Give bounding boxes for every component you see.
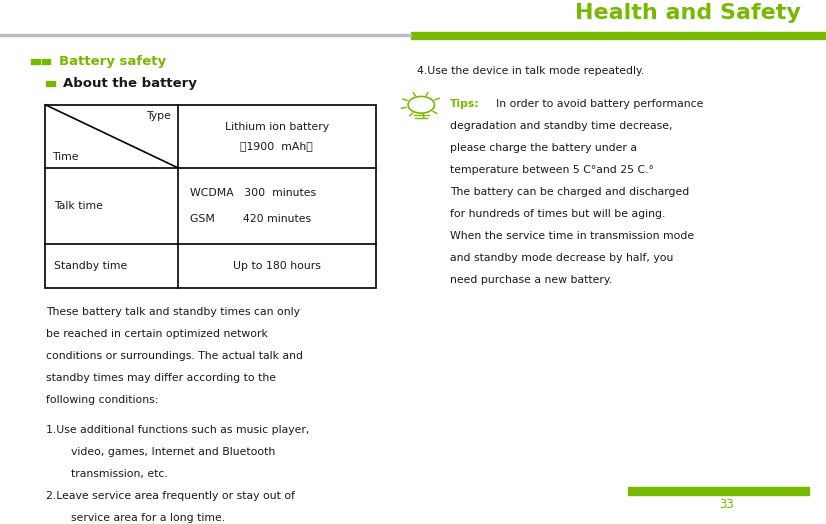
Text: Time: Time: [52, 152, 78, 162]
Text: video, games, Internet and Bluetooth: video, games, Internet and Bluetooth: [71, 447, 275, 457]
Text: transmission, etc.: transmission, etc.: [71, 470, 168, 479]
Text: Tips:: Tips:: [450, 99, 480, 108]
Text: need purchase a new battery.: need purchase a new battery.: [450, 275, 612, 285]
Text: Talk time: Talk time: [54, 201, 102, 211]
Text: following conditions:: following conditions:: [46, 395, 159, 405]
Text: standby times may differ according to the: standby times may differ according to th…: [46, 373, 276, 383]
Text: 2.Leave service area frequently or stay out of: 2.Leave service area frequently or stay …: [46, 492, 295, 501]
Text: In order to avoid battery performance: In order to avoid battery performance: [496, 99, 703, 108]
Text: Lithium ion battery: Lithium ion battery: [225, 122, 329, 132]
Text: WCDMA   300  minutes: WCDMA 300 minutes: [190, 188, 316, 198]
Text: （1900  mAh）: （1900 mAh）: [240, 140, 313, 151]
Text: and standby mode decrease by half, you: and standby mode decrease by half, you: [450, 253, 673, 263]
Text: These battery talk and standby times can only: These battery talk and standby times can…: [46, 307, 301, 316]
Text: 4.Use the device in talk mode repeatedly.: 4.Use the device in talk mode repeatedly…: [417, 66, 644, 75]
Text: When the service time in transmission mode: When the service time in transmission mo…: [450, 231, 695, 241]
Text: Battery safety: Battery safety: [59, 55, 167, 68]
Text: Standby time: Standby time: [54, 261, 127, 271]
Bar: [411, 32, 826, 39]
Text: temperature between 5 C°and 25 C.°: temperature between 5 C°and 25 C.°: [450, 165, 654, 174]
Text: 33: 33: [719, 498, 734, 510]
Text: conditions or surroundings. The actual talk and: conditions or surroundings. The actual t…: [46, 351, 303, 361]
Bar: [42, 59, 50, 64]
Text: Up to 180 hours: Up to 180 hours: [233, 261, 320, 271]
Bar: [45, 105, 376, 288]
Text: please charge the battery under a: please charge the battery under a: [450, 143, 637, 152]
Text: be reached in certain optimized network: be reached in certain optimized network: [46, 329, 268, 339]
Bar: [0, 34, 411, 36]
Bar: [628, 487, 809, 495]
Text: Health and Safety: Health and Safety: [576, 3, 801, 23]
Text: About the battery: About the battery: [63, 78, 197, 90]
Text: GSM        420 minutes: GSM 420 minutes: [190, 214, 311, 224]
Text: service area for a long time.: service area for a long time.: [71, 514, 225, 523]
Text: degradation and standby time decrease,: degradation and standby time decrease,: [450, 121, 672, 130]
Text: for hundreds of times but will be aging.: for hundreds of times but will be aging.: [450, 209, 666, 219]
Text: The battery can be charged and discharged: The battery can be charged and discharge…: [450, 187, 690, 196]
Bar: [46, 81, 55, 86]
Bar: [31, 59, 40, 64]
Text: 1.Use additional functions such as music player,: 1.Use additional functions such as music…: [46, 425, 310, 435]
Text: Type: Type: [146, 111, 171, 121]
